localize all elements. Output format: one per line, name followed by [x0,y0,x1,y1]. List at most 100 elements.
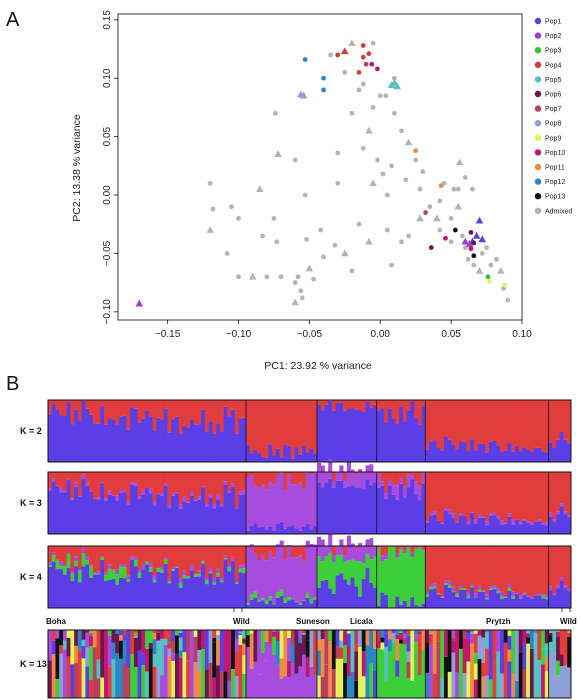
ancestry-segment [287,677,292,698]
ancestry-segment [563,588,568,608]
ancestry-segment [309,603,314,608]
ancestry-segment [160,630,165,639]
ancestry-segment [481,516,486,518]
ancestry-segment [447,587,452,608]
ancestry-segment [212,642,217,678]
ancestry-segment [402,630,407,634]
ancestry-segment [399,630,404,633]
ancestry-segment [126,505,131,534]
ancestry-segment [272,631,277,637]
ancestry-segment [264,457,269,462]
ancestry-segment [133,560,139,567]
ancestry-segment [406,661,411,679]
ancestry-segment [89,633,94,636]
ancestry-segment [496,630,501,652]
point-admixed [365,237,373,245]
point-pop12 [302,57,308,62]
ancestry-segment [526,521,531,523]
ancestry-segment [447,546,452,581]
ancestry-segment [511,400,516,452]
ancestry-segment [122,640,127,663]
ancestry-segment [74,400,79,410]
ancestry-segment [503,596,508,598]
ancestry-segment [395,472,400,486]
ancestry-segment [421,550,426,604]
ancestry-segment [526,630,531,634]
ancestry-segment [346,631,351,634]
ancestry-segment [406,635,411,652]
ancestry-segment [541,630,546,649]
ancestry-segment [503,630,508,643]
ancestry-segment [130,472,135,483]
ancestry-segment [384,646,389,681]
ancestry-segment [201,561,206,564]
ancestry-segment [201,546,206,561]
ancestry-segment [152,632,157,640]
ancestry-segment [470,630,475,632]
ancestry-segment [309,400,314,449]
ancestry-segment [421,603,426,608]
ancestry-segment [488,588,493,590]
ancestry-segment [320,465,325,488]
ancestry-segment [391,472,396,485]
ancestry-segment [133,483,139,487]
ancestry-segment [507,649,512,662]
point-admixed [462,175,468,180]
ancestry-segment [320,539,325,562]
ancestry-segment [104,400,109,425]
ancestry-segment [514,445,520,462]
ancestry-segment [421,548,426,551]
legend-swatch [534,207,542,214]
ancestry-segment [66,656,71,698]
ancestry-segment [55,409,60,462]
ancestry-segment [500,599,505,608]
legend-swatch [534,76,542,83]
ancestry-segment [358,647,363,698]
ancestry-segment [305,523,310,534]
ancestry-segment [541,451,546,462]
ancestry-segment [316,404,322,462]
ancestry-segment [402,553,407,601]
ancestry-segment [399,477,404,484]
ancestry-segment [436,400,441,448]
ancestry-segment [249,633,254,642]
ancestry-segment [567,443,572,462]
ancestry-segment [462,588,467,590]
ancestry-segment [343,546,348,556]
ancestry-segment [470,513,475,534]
ancestry-segment [421,630,426,650]
ancestry-segment [302,446,307,462]
ancestry-segment [387,400,393,409]
ancestry-segment [77,472,82,496]
ancestry-segment [458,441,464,462]
ancestry-segment [160,495,165,534]
ancestry-segment [122,635,127,641]
ancestry-segment [552,630,557,654]
ancestry-segment [193,424,198,462]
ancestry-segment [107,490,112,495]
ancestry-segment [373,670,378,698]
ancestry-segment [275,544,280,593]
ancestry-segment [107,630,112,636]
ancestry-segment [440,630,445,679]
ancestry-segment [552,546,557,594]
ancestry-segment [219,400,224,432]
ancestry-segment [257,400,262,454]
ancestry-segment [331,555,336,562]
ancestry-segment [395,485,400,500]
ancestry-segment [313,599,318,608]
ancestry-segment [253,553,258,592]
ancestry-segment [96,659,101,679]
ancestry-segment [485,525,490,534]
ancestry-segment [343,662,348,698]
ancestry-segment [350,577,355,608]
ancestry-segment [59,415,64,462]
ancestry-segment [167,507,172,534]
ancestry-segment [62,630,68,641]
wild-bracket [561,607,571,612]
ancestry-segment [455,672,460,698]
ancestry-segment [130,407,135,462]
ancestry-segment [137,572,142,578]
ancestry-segment [148,567,153,572]
legend-label: Pop11 [545,165,565,172]
